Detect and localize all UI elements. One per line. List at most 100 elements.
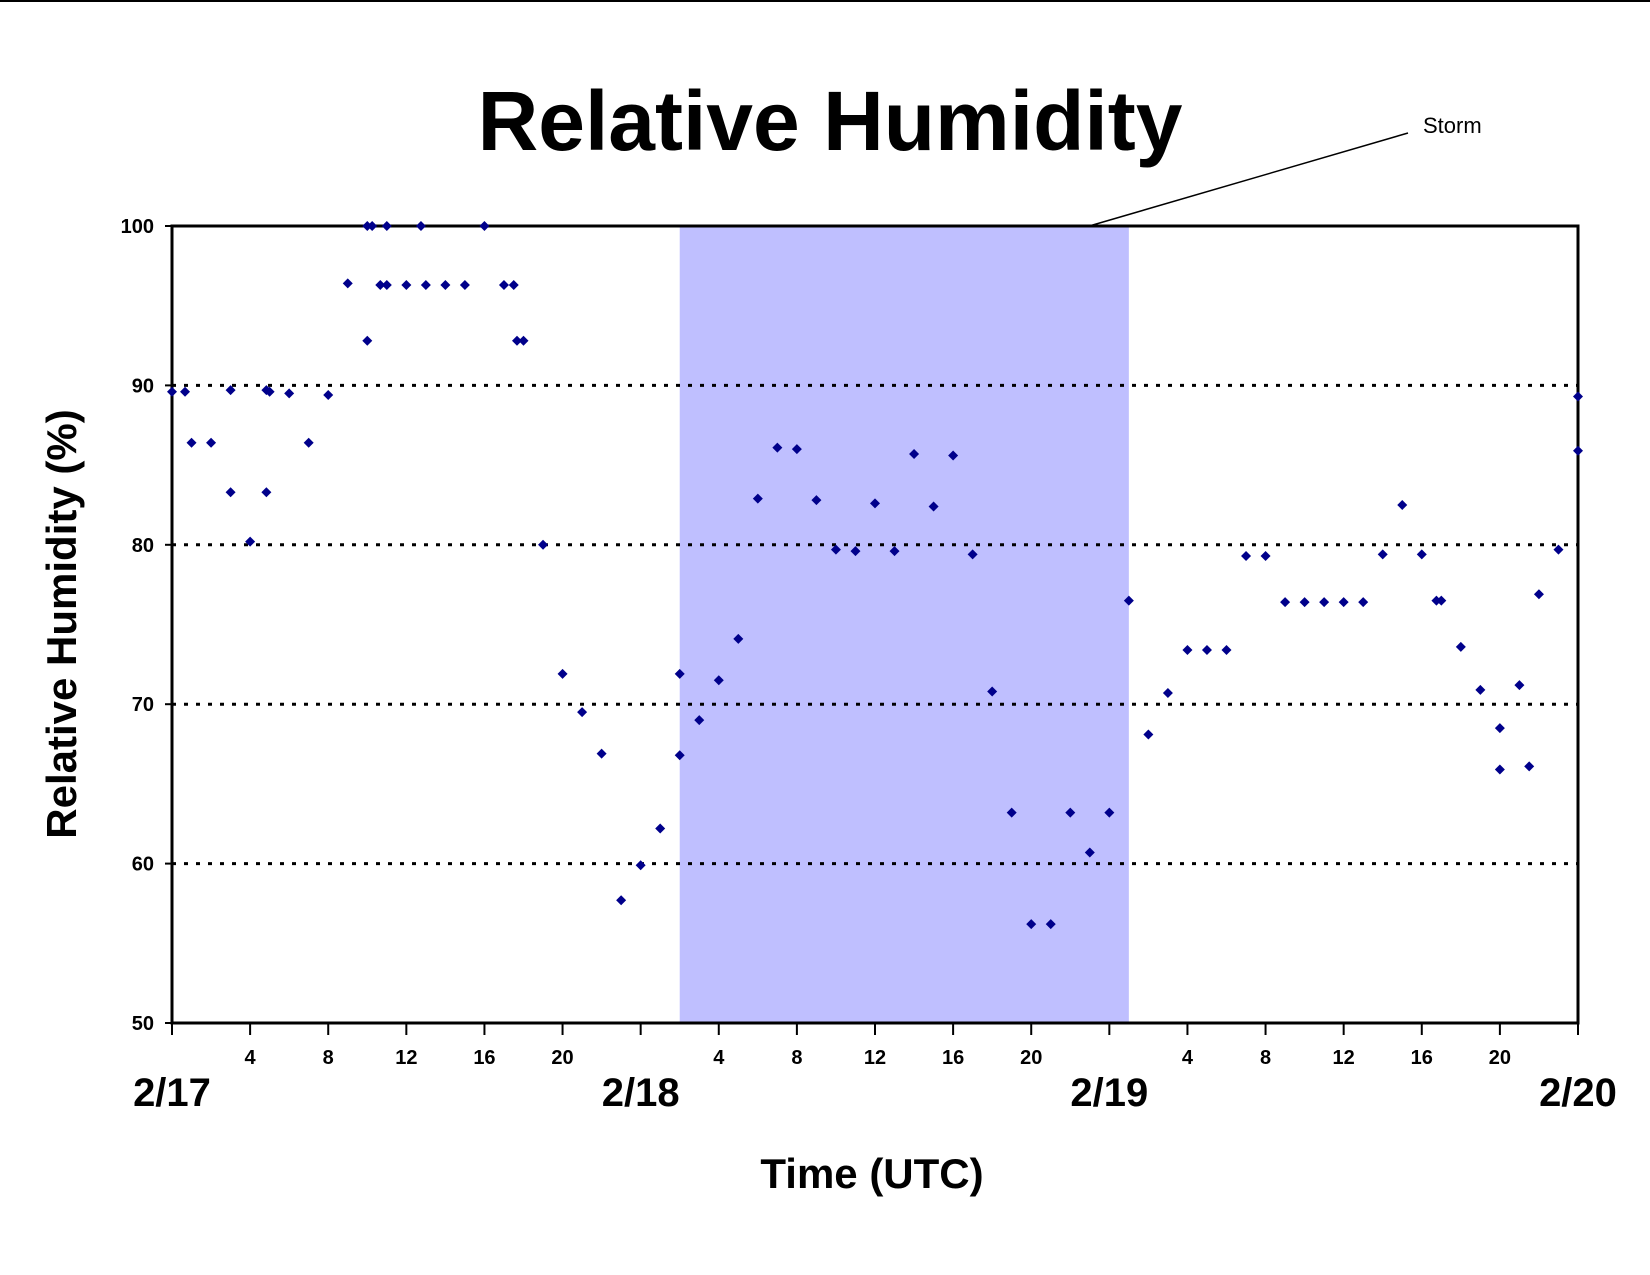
data-point — [1299, 597, 1310, 608]
y-axis-title: Relative Humidity (%) — [38, 409, 85, 838]
data-point — [323, 389, 334, 400]
data-point — [381, 279, 392, 290]
x-tick-label: 16 — [473, 1047, 495, 1069]
data-point — [1455, 641, 1466, 652]
x-tick-label: 12 — [864, 1047, 886, 1069]
data-point — [791, 444, 802, 455]
data-point — [1104, 807, 1115, 818]
storm-annotation: Storm — [1423, 113, 1482, 138]
data-point — [1026, 919, 1037, 930]
data-point — [1397, 499, 1408, 510]
data-point — [342, 278, 353, 289]
data-point — [367, 221, 378, 231]
data-point — [1280, 597, 1291, 608]
x-axis-title: Time (UTC) — [760, 1150, 983, 1197]
data-point — [1553, 544, 1564, 555]
data-point — [1524, 761, 1535, 772]
data-point — [1338, 597, 1349, 608]
y-tick-label: 90 — [132, 375, 154, 397]
data-point — [1182, 645, 1193, 656]
data-point — [1084, 847, 1095, 858]
data-point — [1494, 764, 1505, 775]
day-label: 2/20 — [1539, 1071, 1617, 1115]
data-point — [1221, 645, 1232, 656]
y-tick-label: 50 — [132, 1013, 154, 1035]
x-tick-label: 12 — [395, 1047, 417, 1069]
x-tick-label: 8 — [1260, 1047, 1271, 1069]
chart-title: Relative Humidity — [478, 74, 1183, 168]
y-tick-label: 100 — [121, 216, 154, 238]
data-point — [1573, 391, 1583, 402]
day-label: 2/19 — [1070, 1071, 1148, 1115]
data-point — [440, 279, 451, 290]
data-point — [375, 279, 386, 290]
x-axis-ticks: 4 8 12 16 20 4 8 12 16 20 4 8 12 16 20 — [171, 1023, 1579, 1069]
y-tick-label: 70 — [132, 694, 154, 716]
data-point — [948, 450, 959, 461]
data-point — [284, 388, 295, 399]
data-point — [1065, 807, 1076, 818]
x-tick-label: 12 — [1333, 1047, 1355, 1069]
data-point — [1377, 549, 1388, 560]
data-point — [511, 335, 522, 346]
data-point — [401, 279, 412, 290]
day-label: 2/17 — [133, 1071, 211, 1115]
data-point — [1573, 445, 1583, 456]
data-point — [1494, 723, 1505, 734]
data-point — [225, 487, 236, 498]
data-point — [752, 493, 763, 504]
data-point — [264, 386, 275, 397]
data-point — [909, 448, 920, 459]
data-point — [1416, 549, 1427, 560]
data-point — [498, 279, 509, 290]
data-point — [967, 549, 978, 560]
data-point — [1006, 807, 1017, 818]
data-point — [1162, 688, 1173, 699]
data-point — [674, 750, 685, 761]
data-point — [1514, 680, 1525, 691]
data-point — [459, 279, 470, 290]
data-point — [167, 386, 177, 397]
data-point — [928, 501, 939, 512]
x-tick-label: 4 — [713, 1047, 725, 1069]
data-point — [1358, 597, 1369, 608]
y-tick-label: 60 — [132, 854, 154, 876]
data-point — [479, 221, 490, 231]
data-point — [1475, 684, 1486, 695]
data-point — [1123, 595, 1134, 606]
data-point — [596, 748, 607, 759]
data-point — [635, 860, 646, 871]
storm-period-shade — [679, 226, 1129, 1023]
data-point — [186, 437, 197, 448]
data-point — [577, 707, 588, 718]
data-point — [420, 279, 431, 290]
x-tick-label: 20 — [551, 1047, 573, 1069]
data-point — [206, 437, 217, 448]
x-tick-label: 20 — [1020, 1047, 1042, 1069]
data-point — [245, 536, 256, 547]
x-tick-label: 8 — [323, 1047, 334, 1069]
data-point — [1319, 597, 1330, 608]
storm-leader-line — [1089, 132, 1409, 227]
top-border — [0, 0, 1650, 2]
x-tick-label: 8 — [791, 1047, 802, 1069]
data-point — [674, 668, 685, 679]
data-point — [1143, 729, 1154, 740]
day-labels: 2/17 2/18 2/19 2/20 — [133, 1071, 1617, 1115]
data-point — [830, 544, 841, 555]
data-point — [694, 715, 705, 726]
data-point — [1241, 550, 1252, 561]
data-point — [557, 668, 568, 679]
data-point — [811, 495, 822, 506]
data-point — [1436, 595, 1447, 606]
data-point — [225, 385, 236, 396]
data-point — [381, 221, 392, 231]
data-point — [261, 487, 272, 498]
data-point — [713, 675, 724, 686]
y-tick-label: 80 — [132, 535, 154, 557]
data-point — [1533, 589, 1544, 600]
data-point — [1201, 645, 1212, 656]
data-point — [1260, 550, 1271, 561]
day-label: 2/18 — [602, 1071, 680, 1115]
x-tick-label: 4 — [1182, 1047, 1194, 1069]
